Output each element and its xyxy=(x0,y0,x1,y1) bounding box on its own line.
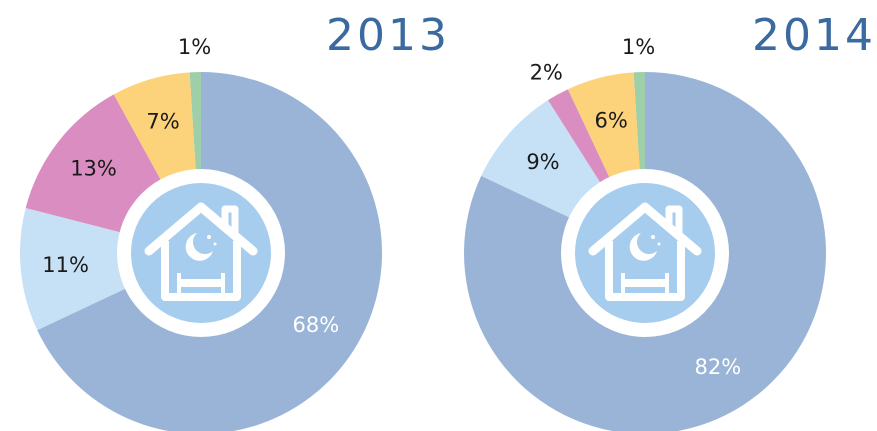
slice-label: 1% xyxy=(622,35,655,59)
slice-label: 6% xyxy=(595,108,628,132)
pie xyxy=(464,72,826,431)
slice-label: 68% xyxy=(292,313,339,337)
chart-title: 2013 xyxy=(326,10,450,61)
slice-label: 2% xyxy=(530,60,563,84)
slice-label: 13% xyxy=(70,157,117,181)
center-icon xyxy=(561,169,729,337)
slice-label: 7% xyxy=(146,109,179,133)
slice-label: 82% xyxy=(695,355,742,379)
chart-title: 2014 xyxy=(752,10,876,61)
slice-label: 1% xyxy=(178,35,211,59)
slice xyxy=(464,72,826,431)
center-icon xyxy=(117,169,285,337)
slice xyxy=(20,207,202,331)
slice-label: 11% xyxy=(42,253,89,277)
slice-label: 9% xyxy=(526,150,559,174)
